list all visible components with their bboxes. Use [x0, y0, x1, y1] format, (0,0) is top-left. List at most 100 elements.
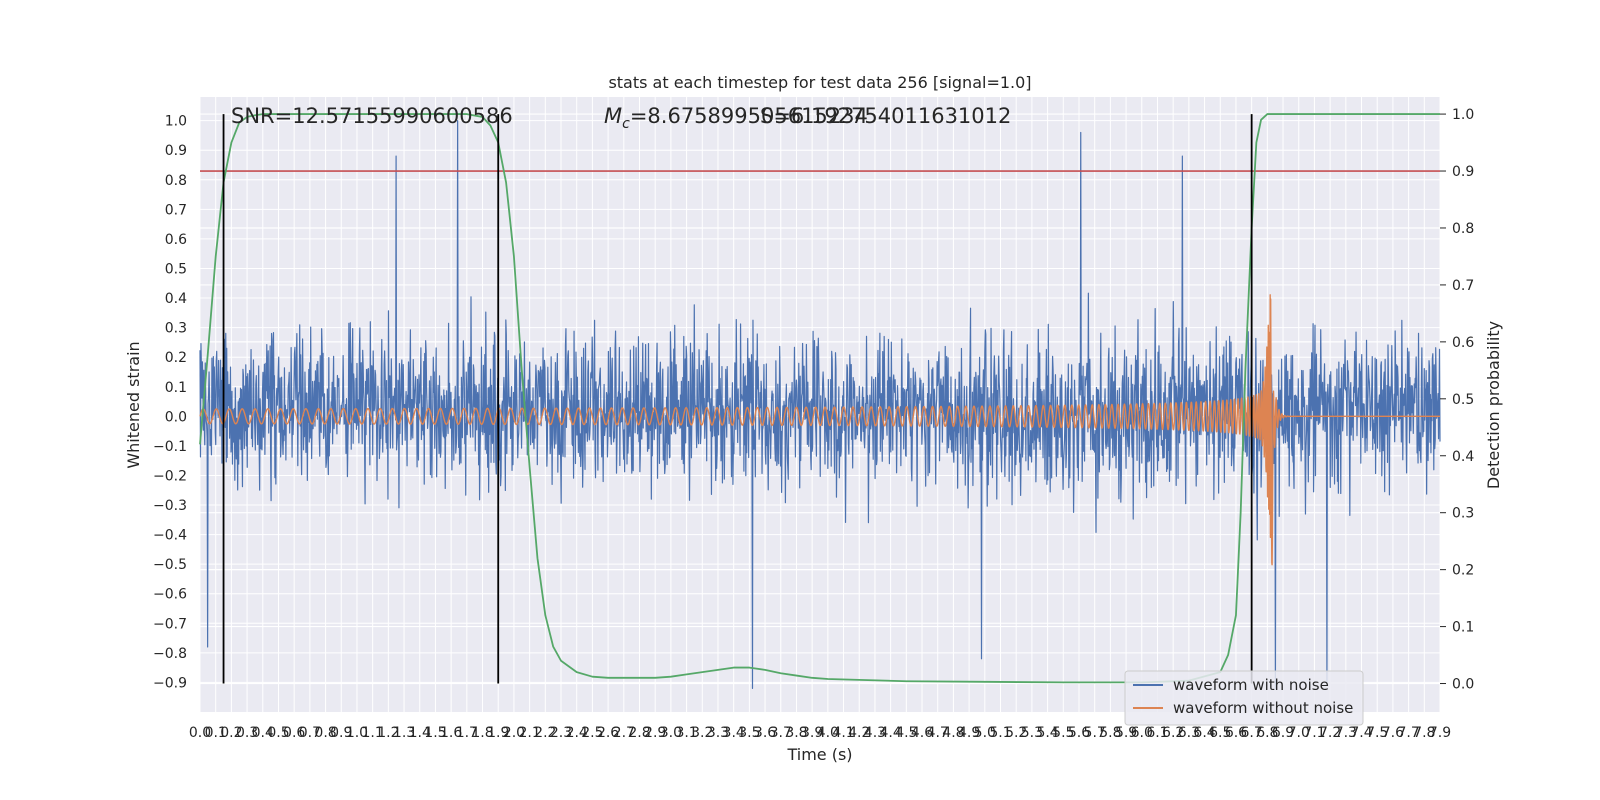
x-tick-label: 4.1: [832, 725, 854, 741]
x-tick-label: 5.9: [1115, 725, 1137, 741]
x-tick-label: 2.5: [581, 725, 603, 741]
x-tick-label: 3.1: [675, 725, 697, 741]
x-tick-label: 6.1: [1146, 725, 1168, 741]
x-tick-label: 4.5: [895, 725, 917, 741]
y2-tick-label: 1.0: [1452, 107, 1474, 123]
y-tick-label: 1.0: [165, 114, 187, 130]
x-tick-label: 2.6: [597, 725, 619, 741]
x-tick-label: 7.9: [1429, 725, 1451, 741]
y-tick-labels: 1.0 0.9 0.8 0.7 0.6 0.5 0.4 0.3 0.2 0.1 0.0 −0.1 −0.…: [153, 114, 187, 692]
x-tick-label: 0.6: [283, 725, 305, 741]
detection-probability-line: [199, 113, 1440, 684]
chirp-mass-annotation: Mc=8.675899505615234: [604, 104, 868, 132]
y-tick-label: −0.1: [153, 439, 187, 455]
x-tick-label: 7.0: [1288, 725, 1310, 741]
x-tick-label: 7.1: [1303, 725, 1325, 741]
x-tick-label: 3.5: [738, 725, 760, 741]
x-tick-label: 5.3: [1021, 725, 1043, 741]
x-tick-label: 4.6: [911, 725, 933, 741]
y-tick-label: 0.3: [165, 321, 187, 337]
x-tick-label: 7.2: [1319, 725, 1341, 741]
x-tick-label: 5.2: [1005, 725, 1027, 741]
chirp-mass-value: =8.675899505615234: [630, 104, 868, 128]
y-tick-label: 0.1: [165, 380, 187, 396]
x-tick-label: 4.3: [864, 725, 886, 741]
y2-tick-label: 0.9: [1452, 164, 1474, 180]
y-tick-label: 0.7: [165, 202, 187, 218]
x-tick-label: 6.5: [1209, 725, 1231, 741]
x-tick-label: 7.8: [1413, 725, 1435, 741]
x-tick-label: 0.0: [189, 725, 211, 741]
y-tick-label: −0.8: [153, 646, 187, 662]
x-tick-label: 1.7: [456, 725, 478, 741]
x-tick-label: 3.4: [723, 725, 745, 741]
x-tick-label: 2.8: [628, 725, 650, 741]
y2-tick-label: 0.4: [1452, 449, 1474, 465]
x-tick-label: 2.0: [503, 725, 525, 741]
x-tick-label: 6.9: [1272, 725, 1294, 741]
y-tick-label: −0.6: [153, 587, 187, 603]
y2-tick-label: 0.6: [1452, 335, 1474, 351]
y-tick-label: −0.4: [153, 528, 187, 544]
x-tick-label: 1.3: [393, 725, 415, 741]
probability-series: [199, 113, 1440, 684]
x-tick-label: 6.3: [1178, 725, 1200, 741]
chart-title: stats at each timestep for test data 256…: [608, 73, 1031, 92]
x-tick-label: 7.6: [1382, 725, 1404, 741]
x-tick-label: 4.0: [817, 725, 839, 741]
x-tick-label: 0.3: [236, 725, 258, 741]
snr-annotation: SNR=12.57155990600586: [231, 104, 513, 128]
x-tick-label: 4.8: [942, 725, 964, 741]
x-tick-label: 6.6: [1225, 725, 1247, 741]
x-tick-label: 6.0: [1131, 725, 1153, 741]
x-tick-label: 5.8: [1099, 725, 1121, 741]
noise-series: [199, 120, 1441, 689]
x-tick-label: 2.2: [534, 725, 556, 741]
x-tick-label: 3.7: [770, 725, 792, 741]
y2-tick-label: 0.0: [1452, 677, 1474, 693]
y2-tick-label: 0.2: [1452, 563, 1474, 579]
y-tick-label: −0.7: [153, 616, 187, 632]
y-tick-label: −0.5: [153, 557, 187, 573]
x-tick-label: 1.5: [424, 725, 446, 741]
x-tick-label: 0.9: [330, 725, 352, 741]
x-tick-label: 2.4: [566, 725, 588, 741]
clean-waveform-line: [199, 294, 1441, 566]
x-tick-label: 1.6: [440, 725, 462, 741]
x-tick-label: 2.7: [613, 725, 635, 741]
x-tick-label: 5.5: [1052, 725, 1074, 741]
y2-tick-label: 0.1: [1452, 620, 1474, 636]
x-tick-label: 6.8: [1256, 725, 1278, 741]
x-tick-label: 0.8: [314, 725, 336, 741]
x-tick-label: 2.3: [550, 725, 572, 741]
x-tick-label: 0.1: [205, 725, 227, 741]
y-tick-label: 0.6: [165, 232, 187, 248]
legend-box: [1124, 670, 1364, 726]
x-tick-label: 5.1: [989, 725, 1011, 741]
y-tick-label: 0.0: [165, 409, 187, 425]
x-tick-label: 1.1: [362, 725, 384, 741]
x-tick-label: 7.7: [1397, 725, 1419, 741]
x-tick-label: 0.5: [267, 725, 289, 741]
x-tick-label: 3.0: [660, 725, 682, 741]
x-tick-label: 7.3: [1335, 725, 1357, 741]
y2-tick-label: 0.5: [1452, 392, 1474, 408]
y2-tick-label: 0.3: [1452, 506, 1474, 522]
x-tick-label: 6.7: [1241, 725, 1263, 741]
x-tick-label: 5.6: [1068, 725, 1090, 741]
y2-tick-label: 0.7: [1452, 278, 1474, 294]
y-tick-label: −0.2: [153, 468, 187, 484]
y2-axis-label: Detection probability: [1484, 321, 1503, 489]
legend: waveform with noise waveform without noi…: [1124, 670, 1364, 726]
y2-tick-labels: 1.0 0.9 0.8 0.7 0.6 0.5 0.4 0.3 0.2 0.1 0.0: [1440, 107, 1474, 693]
x-tick-label: 3.2: [691, 725, 713, 741]
vertical-markers: [222, 114, 1253, 684]
x-tick-label: 1.2: [377, 725, 399, 741]
x-tick-label: 1.8: [471, 725, 493, 741]
x-tick-label: 2.9: [644, 725, 666, 741]
x-tick-label: 2.1: [518, 725, 540, 741]
x-tick-label: 3.6: [754, 725, 776, 741]
x-tick-label: 4.7: [927, 725, 949, 741]
x-tick-label: 4.2: [848, 725, 870, 741]
y-axis-label: Whitened strain: [124, 341, 143, 468]
